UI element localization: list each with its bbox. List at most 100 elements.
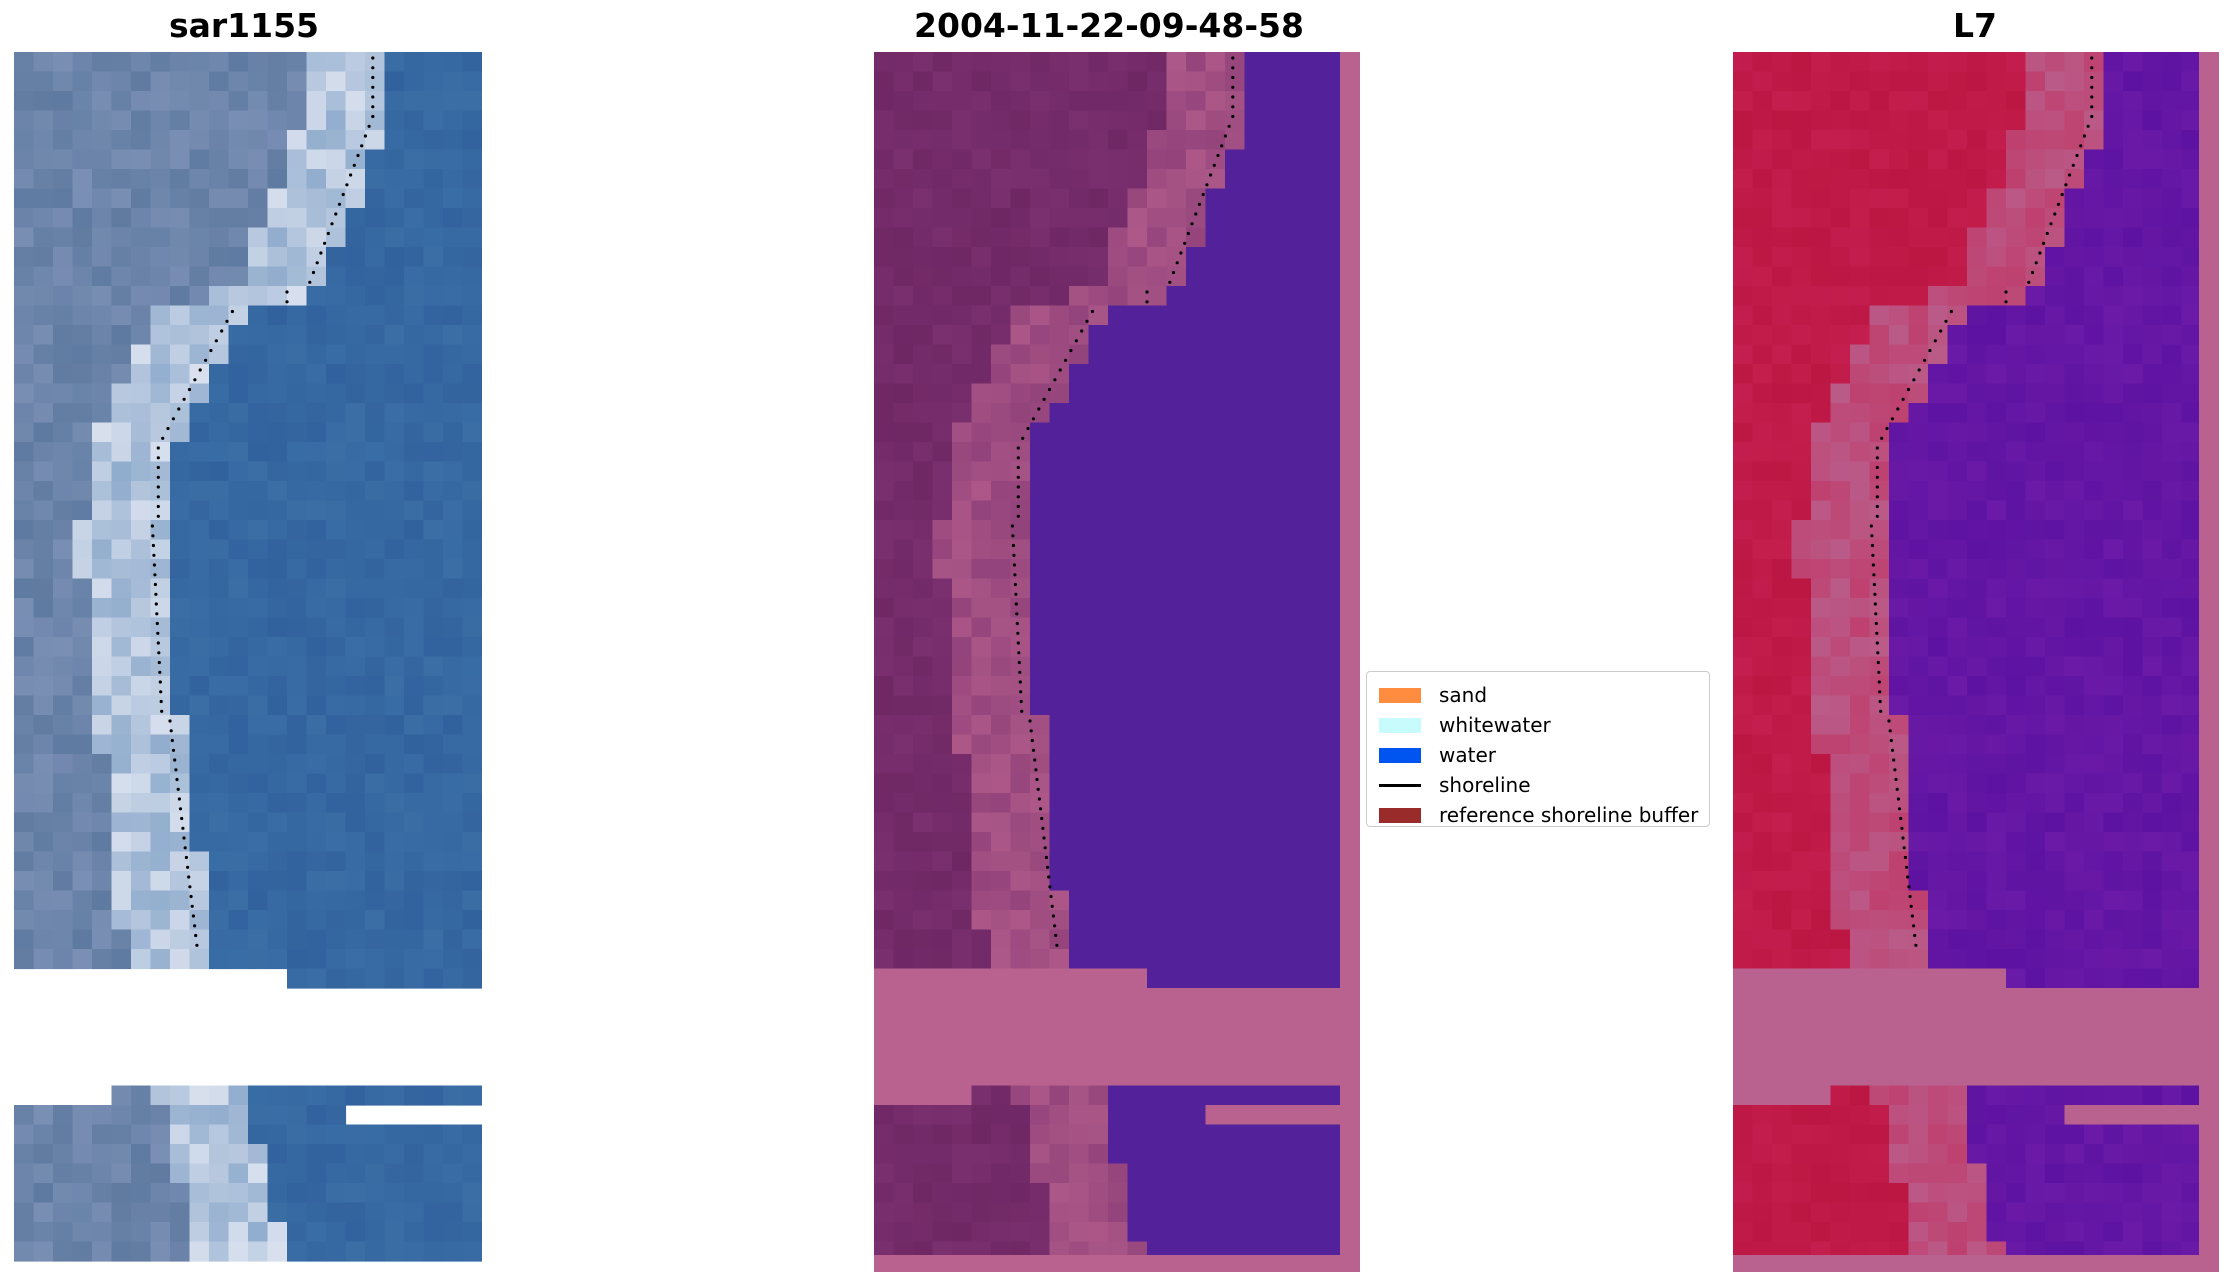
- raster-pixel: [991, 149, 1012, 170]
- raster-pixel: [1166, 578, 1187, 599]
- raster-pixel: [1088, 1163, 1109, 1184]
- raster-pixel: [1811, 344, 1832, 365]
- raster-pixel: [1947, 227, 1968, 248]
- raster-pixel: [53, 695, 74, 716]
- raster-pixel: [1830, 949, 1851, 970]
- raster-pixel: [1303, 1066, 1324, 1087]
- raster-pixel: [1108, 403, 1129, 424]
- raster-pixel: [1030, 169, 1051, 190]
- raster-pixel: [1869, 1046, 1890, 1067]
- raster-pixel: [2162, 383, 2183, 404]
- raster-pixel: [1244, 676, 1265, 697]
- shoreline-point: [156, 631, 160, 635]
- raster-pixel: [443, 130, 464, 151]
- raster-pixel: [1811, 695, 1832, 716]
- raster-pixel: [971, 227, 992, 248]
- raster-pixel: [932, 91, 953, 112]
- raster-pixel: [209, 578, 230, 599]
- raster-pixel: [1908, 442, 1929, 463]
- raster-pixel: [1264, 305, 1285, 326]
- raster-pixel: [287, 91, 308, 112]
- raster-pixel: [2162, 71, 2183, 92]
- raster-pixel: [1127, 110, 1148, 131]
- raster-pixel: [1791, 286, 1812, 307]
- raster-pixel: [267, 286, 288, 307]
- raster-pixel: [1049, 539, 1070, 560]
- raster-pixel: [365, 929, 386, 950]
- raster-pixel: [1244, 286, 1265, 307]
- raster-pixel: [1108, 910, 1129, 931]
- raster-pixel: [1283, 110, 1304, 131]
- raster-pixel: [2025, 305, 2046, 326]
- raster-pixel: [248, 1241, 269, 1262]
- raster-pixel: [1186, 1105, 1207, 1126]
- raster-pixel: [1889, 403, 1910, 424]
- raster-pixel: [1069, 1085, 1090, 1106]
- raster-pixel: [1244, 325, 1265, 346]
- raster-pixel: [2103, 617, 2124, 638]
- raster-pixel: [423, 929, 444, 950]
- raster-pixel: [874, 1066, 895, 1087]
- raster-pixel: [1010, 1105, 1031, 1126]
- raster-pixel: [111, 637, 132, 658]
- raster-pixel: [1811, 227, 1832, 248]
- raster-pixel: [1928, 949, 1949, 970]
- raster-pixel: [189, 949, 210, 970]
- raster-pixel: [1166, 208, 1187, 229]
- raster-pixel: [345, 208, 366, 229]
- shoreline-point: [1044, 855, 1048, 860]
- raster-pixel: [991, 1124, 1012, 1145]
- raster-pixel: [209, 871, 230, 892]
- raster-pixel: [1030, 890, 1051, 911]
- raster-pixel: [345, 305, 366, 326]
- raster-pixel: [991, 286, 1012, 307]
- shoreline-point: [1074, 339, 1078, 343]
- raster-pixel: [1030, 559, 1051, 580]
- raster-pixel: [2084, 208, 2105, 229]
- raster-pixel: [932, 520, 953, 541]
- raster-pixel: [1186, 422, 1207, 443]
- raster-pixel: [1791, 149, 1812, 170]
- raster-pixel: [932, 812, 953, 833]
- raster-pixel: [2181, 1183, 2202, 1204]
- raster-pixel: [209, 305, 230, 326]
- raster-pixel: [1928, 286, 1949, 307]
- raster-pixel: [1303, 305, 1324, 326]
- raster-pixel: [952, 1124, 973, 1145]
- raster-pixel: [893, 442, 914, 463]
- raster-pixel: [1889, 91, 1910, 112]
- raster-pixel: [150, 578, 171, 599]
- raster-pixel: [2064, 305, 2085, 326]
- raster-pixel: [1967, 1046, 1988, 1067]
- raster-pixel: [443, 325, 464, 346]
- raster-pixel: [1030, 949, 1051, 970]
- raster-pixel: [1830, 890, 1851, 911]
- raster-pixel: [1967, 1163, 1988, 1184]
- raster-pixel: [2142, 578, 2163, 599]
- raster-pixel: [913, 929, 934, 950]
- raster-pixel: [462, 637, 482, 658]
- raster-pixel: [1069, 383, 1090, 404]
- raster-pixel: [2006, 793, 2027, 814]
- shoreline-point: [191, 914, 195, 918]
- raster-pixel: [1283, 773, 1304, 794]
- raster-pixel: [1967, 617, 1988, 638]
- raster-pixel: [1225, 91, 1246, 112]
- raster-pixel: [1244, 71, 1265, 92]
- raster-pixel: [131, 227, 152, 248]
- raster-pixel: [1928, 110, 1949, 131]
- raster-pixel: [1830, 91, 1851, 112]
- raster-pixel: [2123, 71, 2144, 92]
- raster-pixel: [1830, 227, 1851, 248]
- raster-pixel: [2103, 208, 2124, 229]
- raster-pixel: [1791, 364, 1812, 385]
- raster-pixel: [2025, 812, 2046, 833]
- shoreline-point: [1055, 943, 1059, 947]
- raster-pixel: [1908, 169, 1929, 190]
- raster-pixel: [1030, 110, 1051, 131]
- raster-pixel: [92, 442, 113, 463]
- raster-pixel: [1869, 1222, 1890, 1243]
- raster-pixel: [1811, 52, 1832, 73]
- raster-pixel: [1049, 266, 1070, 287]
- raster-pixel: [248, 500, 269, 521]
